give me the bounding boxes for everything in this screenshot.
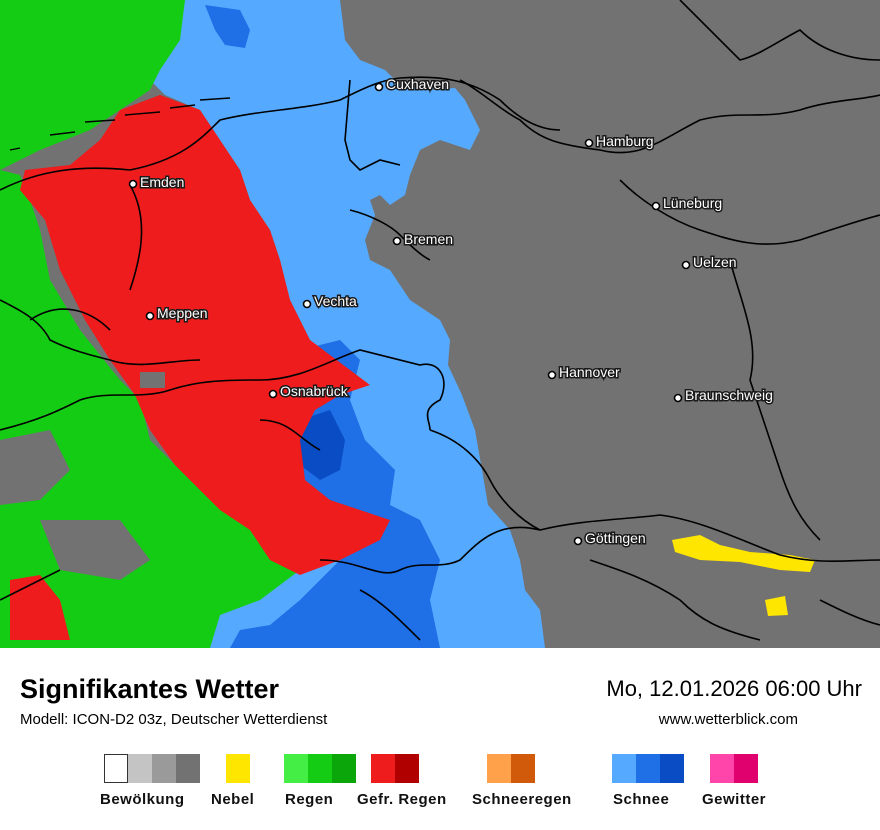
- snow-medium-area: [205, 5, 250, 48]
- city-dot-icon: [268, 389, 278, 399]
- legend-swatch: [395, 754, 419, 783]
- city-dot-icon: [145, 311, 155, 321]
- fog-area: [672, 535, 815, 572]
- legend-label: Schneeregen: [472, 791, 572, 808]
- legend-swatch: [734, 754, 758, 783]
- city-dot-icon: [651, 201, 661, 211]
- website-link[interactable]: www.wetterblick.com: [658, 711, 798, 728]
- city-dot-icon: [584, 138, 594, 148]
- freezing-rain-area: [10, 575, 70, 640]
- legend-swatch: [371, 754, 395, 783]
- legend-label: Gefr. Regen: [357, 791, 447, 808]
- freezing-rain-area: [20, 95, 390, 575]
- city-dot-icon: [128, 179, 138, 189]
- city-marker[interactable]: Uelzen: [681, 253, 738, 272]
- snow-heavy-area: [300, 410, 345, 480]
- legend-label: Schnee: [613, 791, 670, 808]
- cloud-cover-area: [140, 372, 165, 388]
- border-lines: [0, 0, 880, 641]
- city-label: Bremen: [404, 231, 453, 247]
- legend-swatch: [511, 754, 535, 783]
- city-dot-icon: [673, 393, 683, 403]
- city-label: Hannover: [559, 364, 620, 380]
- legend-swatch-group: [612, 754, 684, 783]
- city-dot-icon: [374, 82, 384, 92]
- city-dot-icon: [392, 236, 402, 246]
- legend-swatch-group: [371, 754, 419, 783]
- legend-swatch: [332, 754, 356, 783]
- cloud-cover-area: [0, 430, 70, 505]
- fog-area: [765, 596, 788, 616]
- city-marker[interactable]: Osnabrück: [268, 382, 350, 401]
- legend-swatch-group: [284, 754, 356, 783]
- legend-swatch-group: [710, 754, 758, 783]
- model-info: Modell: ICON-D2 03z, Deutscher Wetterdie…: [20, 711, 328, 728]
- forecast-datetime: Mo, 12.01.2026 06:00 Uhr: [606, 676, 862, 701]
- legend-swatch: [152, 754, 176, 783]
- city-marker[interactable]: Bremen: [392, 230, 455, 249]
- snow-light-area: [150, 0, 545, 648]
- city-marker[interactable]: Cuxhaven: [374, 75, 451, 94]
- legend-swatch: [308, 754, 332, 783]
- cloud-cover-area: [40, 520, 150, 580]
- legend-label: Nebel: [211, 791, 255, 808]
- city-dot-icon: [302, 299, 312, 309]
- rain-area: [0, 0, 185, 170]
- city-label: Göttingen: [585, 530, 646, 546]
- legend-swatch: [636, 754, 660, 783]
- island-lines: [9, 97, 231, 151]
- legend-swatch-group: [226, 754, 250, 783]
- map-footer: Signifikantes Wetter Modell: ICON-D2 03z…: [0, 648, 880, 830]
- map-title: Signifikantes Wetter: [20, 674, 280, 704]
- city-label: Meppen: [157, 305, 208, 321]
- legend-swatch: [487, 754, 511, 783]
- snow-medium-area: [230, 340, 440, 648]
- city-marker[interactable]: Vechta: [302, 292, 359, 311]
- city-marker[interactable]: Göttingen: [573, 529, 647, 548]
- city-marker[interactable]: Lüneburg: [651, 194, 724, 213]
- city-label: Vechta: [314, 293, 357, 309]
- legend-swatch-group: [487, 754, 535, 783]
- city-label: Emden: [140, 174, 184, 190]
- city-marker[interactable]: Emden: [128, 173, 186, 192]
- city-dot-icon: [573, 536, 583, 546]
- legend-label: Bewölkung: [100, 791, 185, 808]
- legend-swatch: [128, 754, 152, 783]
- legend-swatch: [284, 754, 308, 783]
- city-marker[interactable]: Braunschweig: [673, 386, 774, 405]
- legend-swatch: [612, 754, 636, 783]
- city-label: Cuxhaven: [386, 76, 449, 92]
- legend-swatch: [660, 754, 684, 783]
- city-label: Braunschweig: [685, 387, 773, 403]
- city-dot-icon: [681, 260, 691, 270]
- legend-swatch: [710, 754, 734, 783]
- city-marker[interactable]: Hamburg: [584, 132, 655, 151]
- city-dot-icon: [547, 370, 557, 380]
- legend-swatch: [176, 754, 200, 783]
- legend-swatch: [226, 754, 250, 783]
- weather-map: Cuxhaven Hamburg Emden Lüneburg Bremen U…: [0, 0, 880, 648]
- city-label: Hamburg: [596, 133, 654, 149]
- city-marker[interactable]: Meppen: [145, 304, 209, 323]
- city-marker[interactable]: Hannover: [547, 363, 622, 382]
- city-label: Uelzen: [693, 254, 737, 270]
- legend-label: Gewitter: [702, 791, 767, 808]
- legend-swatch: [104, 754, 128, 783]
- legend-label: Regen: [285, 791, 334, 808]
- legend-swatch-group: [104, 754, 200, 783]
- city-label: Lüneburg: [663, 195, 722, 211]
- city-label: Osnabrück: [280, 383, 349, 399]
